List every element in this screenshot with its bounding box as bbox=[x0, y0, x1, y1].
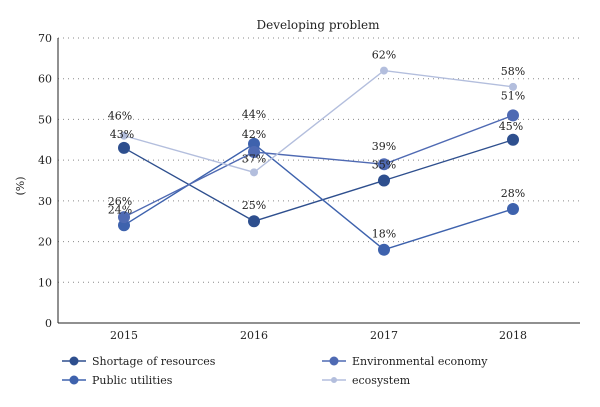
point-shortage-of-resources-2017 bbox=[378, 174, 390, 187]
legend-label-public-utilities: Public utilities bbox=[92, 374, 173, 387]
data-label-ecosystem-2017: 62% bbox=[372, 49, 396, 62]
y-tick-label-0: 0 bbox=[45, 317, 52, 330]
legend-marker-shortage-of-resources bbox=[69, 356, 79, 366]
data-label-ecosystem-2016: 37% bbox=[242, 152, 266, 165]
y-tick-label-40: 40 bbox=[38, 154, 52, 167]
legend-label-environmental-economy: Environmental economy bbox=[352, 355, 488, 368]
data-label-shortage-of-resources-2017: 35% bbox=[372, 159, 396, 172]
legend-item-environmental-economy: Environmental economy bbox=[322, 355, 488, 368]
data-label-shortage-of-resources-2018: 45% bbox=[499, 120, 523, 133]
legend: Shortage of resources Public utilities Env… bbox=[62, 355, 488, 387]
data-label-shortage-of-resources-2015: 43% bbox=[110, 128, 134, 141]
legend-label-shortage-of-resources: Shortage of resources bbox=[92, 355, 216, 368]
point-shortage-of-resources-2018 bbox=[507, 133, 519, 146]
point-environmental-economy-2016 bbox=[248, 146, 260, 158]
data-label-public-utilities-2016: 44% bbox=[242, 108, 266, 121]
x-tick-label-2016: 2016 bbox=[240, 329, 268, 342]
data-label-layer: 43% 25% 35% 45% 24% 44% 18% 28% 26% 42% 39% 51% 46% 3… bbox=[108, 49, 525, 241]
y-tick-label-30: 30 bbox=[38, 195, 52, 208]
series-line-ecosystem bbox=[123, 69, 514, 174]
point-public-utilities-2017 bbox=[378, 243, 390, 256]
x-tick-label-2015: 2015 bbox=[110, 329, 138, 342]
x-tick-label-2018: 2018 bbox=[499, 329, 527, 342]
point-shortage-of-resources-2016 bbox=[248, 215, 260, 228]
y-tick-label-10: 10 bbox=[38, 276, 52, 289]
data-label-public-utilities-2015: 24% bbox=[108, 203, 132, 216]
data-label-environmental-economy-2017: 39% bbox=[372, 140, 396, 153]
point-public-utilities-2018 bbox=[507, 203, 519, 215]
y-axis-label: (%) bbox=[14, 176, 27, 195]
point-ecosystem-2015 bbox=[120, 131, 128, 140]
data-label-environmental-economy-2015: 26% bbox=[108, 195, 132, 208]
chart-title: Developing problem bbox=[256, 18, 380, 32]
axis-layer: 0 10 20 30 40 50 60 70 2015 2016 2017 2018 bbox=[38, 32, 580, 342]
y-tick-label-70: 70 bbox=[38, 32, 52, 45]
legend-item-ecosystem: ecosystem bbox=[322, 374, 411, 387]
grid-layer bbox=[58, 37, 580, 283]
y-tick-label-50: 50 bbox=[38, 113, 52, 126]
legend-item-public-utilities: Public utilities bbox=[62, 374, 173, 387]
data-label-environmental-economy-2018: 51% bbox=[501, 89, 525, 102]
point-ecosystem-2016 bbox=[250, 168, 258, 177]
data-label-public-utilities-2018: 28% bbox=[501, 187, 525, 200]
point-environmental-economy-2018 bbox=[507, 109, 519, 122]
data-label-public-utilities-2017: 18% bbox=[372, 228, 396, 241]
legend-marker-environmental-economy bbox=[329, 356, 339, 366]
point-ecosystem-2018 bbox=[509, 82, 517, 91]
y-tick-label-20: 20 bbox=[38, 236, 52, 249]
data-label-ecosystem-2015: 46% bbox=[108, 110, 132, 123]
data-label-shortage-of-resources-2016: 25% bbox=[242, 199, 266, 212]
y-tick-label-60: 60 bbox=[38, 73, 52, 86]
point-shortage-of-resources-2015 bbox=[118, 141, 130, 154]
legend-label-ecosystem: ecosystem bbox=[352, 374, 411, 387]
data-label-environmental-economy-2016: 42% bbox=[242, 128, 266, 141]
point-ecosystem-2017 bbox=[380, 66, 388, 75]
legend-marker-ecosystem bbox=[331, 377, 337, 383]
legend-marker-public-utilities bbox=[69, 375, 79, 385]
x-tick-label-2017: 2017 bbox=[370, 329, 398, 342]
series-layer bbox=[118, 66, 519, 256]
data-label-ecosystem-2018: 58% bbox=[501, 65, 525, 78]
legend-item-shortage-of-resources: Shortage of resources bbox=[62, 355, 216, 368]
point-environmental-economy-2017 bbox=[378, 158, 390, 171]
point-environmental-economy-2015 bbox=[118, 211, 130, 224]
series-line-environmental-economy bbox=[123, 114, 514, 218]
